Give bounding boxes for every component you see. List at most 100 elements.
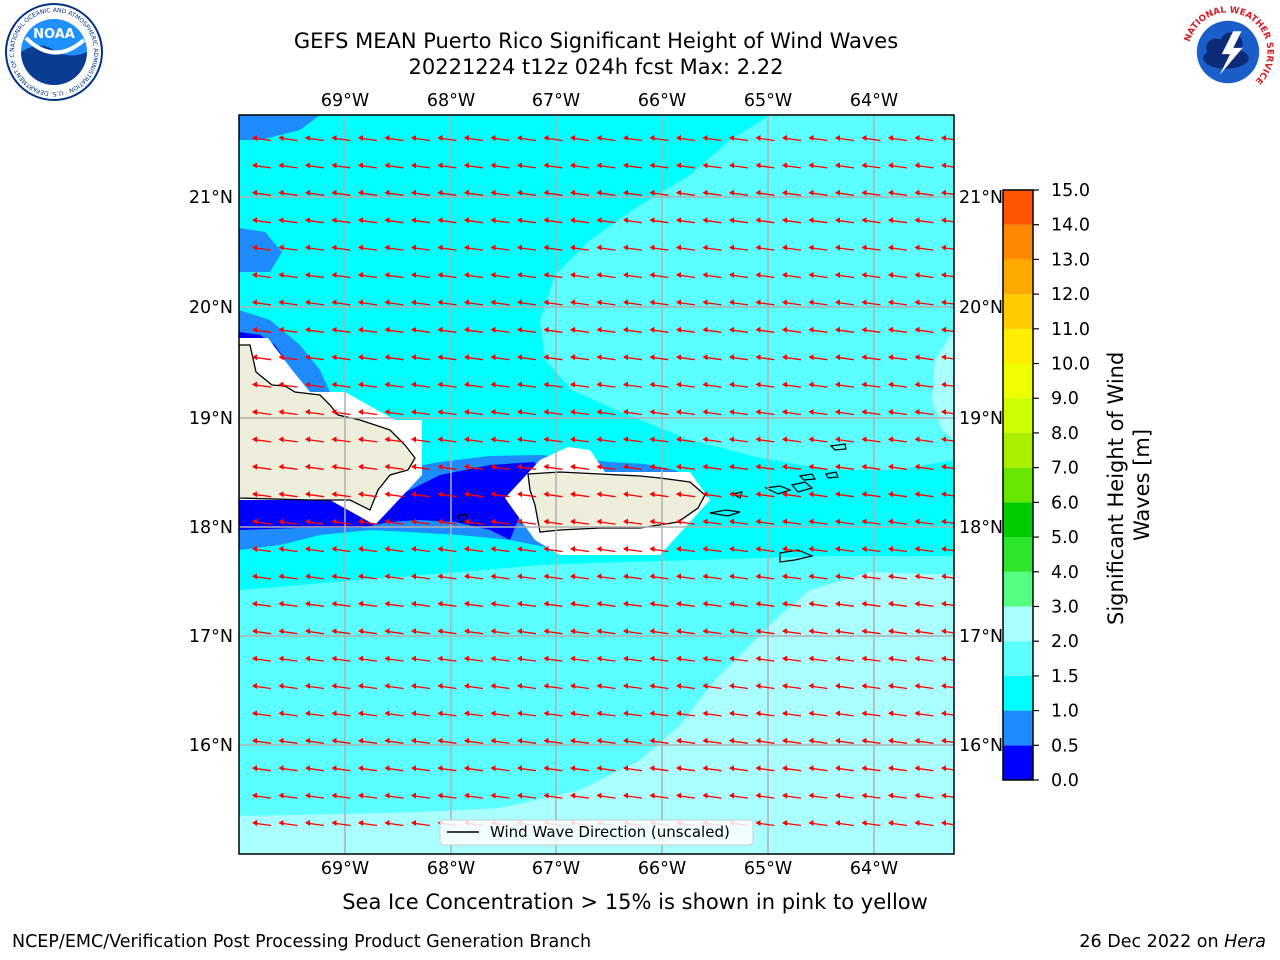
- wave-arrow: [702, 135, 722, 142]
- wave-arrow: [437, 683, 457, 690]
- wave-arrow: [490, 135, 510, 142]
- wave-arrow: [543, 299, 563, 306]
- wave-arrow: [649, 792, 669, 799]
- wave-arrow: [411, 710, 431, 717]
- wave-arrow: [808, 436, 828, 443]
- wave-arrow: [517, 655, 537, 662]
- wave-arrow: [676, 381, 696, 388]
- wave-arrow: [358, 162, 378, 169]
- wave-arrow: [490, 162, 510, 169]
- wave-arrow: [941, 546, 954, 552]
- wave-arrow: [755, 244, 775, 251]
- wave-arrow: [490, 737, 510, 744]
- wave-arrow: [649, 491, 669, 498]
- wave-arrow: [437, 381, 457, 388]
- wave-arrow: [437, 217, 457, 224]
- wave-arrow: [861, 436, 881, 443]
- wave-arrow: [437, 299, 457, 306]
- wave-arrow: [358, 546, 378, 553]
- wave-arrow: [702, 244, 722, 251]
- wave-arrow: [411, 600, 431, 607]
- wave-arrow: [649, 436, 669, 443]
- wave-arrow: [490, 409, 510, 416]
- wave-arrow: [358, 655, 378, 662]
- wave-arrow: [278, 463, 298, 470]
- wave-arrow: [676, 518, 696, 525]
- wave-arrow: [755, 710, 775, 717]
- wave-arrow: [861, 244, 881, 251]
- wave-arrow: [570, 381, 590, 388]
- wave-arrow: [782, 381, 802, 388]
- wave-arrow: [570, 463, 590, 470]
- wave-arrow: [543, 710, 563, 717]
- wave-arrow: [464, 683, 484, 690]
- wave-arrow: [411, 217, 431, 224]
- map-subtitle: 20221224 t12z 024h fcst Max: 2.22: [408, 55, 784, 79]
- wave-arrow: [861, 683, 881, 690]
- wave-arrow: [331, 409, 351, 416]
- wave-arrow: [649, 162, 669, 169]
- wave-arrow: [252, 135, 272, 142]
- wave-arrow: [729, 299, 749, 306]
- wave-arrow: [861, 135, 881, 142]
- wave-arrow: [623, 189, 643, 196]
- wave-arrow: [252, 628, 272, 635]
- wave-arrow: [835, 189, 855, 196]
- wave-arrow: [358, 792, 378, 799]
- wave-arrow: [835, 628, 855, 635]
- wave-arrow: [411, 189, 431, 196]
- wave-arrow: [782, 765, 802, 772]
- wave-arrow: [252, 683, 272, 690]
- sea-ice-caption: Sea Ice Concentration > 15% is shown in …: [342, 890, 928, 914]
- wave-arrow: [861, 381, 881, 388]
- wave-arrow: [464, 655, 484, 662]
- wave-arrow: [543, 546, 563, 553]
- wave-arrow: [437, 135, 457, 142]
- wave-arrow: [914, 820, 934, 827]
- wave-arrow: [464, 217, 484, 224]
- wave-arrow: [252, 436, 272, 443]
- wave-arrow: [464, 573, 484, 580]
- wave-arrow: [570, 436, 590, 443]
- wave-arrow: [411, 628, 431, 635]
- wave-arrow: [782, 162, 802, 169]
- wave-arrow: [596, 683, 616, 690]
- wave-arrow: [384, 272, 404, 279]
- lat-label-left: 21°N: [189, 188, 233, 208]
- wave-arrow: [914, 628, 934, 635]
- wave-arrow: [278, 189, 298, 196]
- wave-arrow: [305, 381, 325, 388]
- contour-fill: [239, 115, 954, 854]
- wave-arrow: [464, 162, 484, 169]
- wave-arrow: [331, 162, 351, 169]
- lat-label-left: 17°N: [189, 627, 233, 647]
- wave-arrow: [888, 573, 908, 580]
- wave-arrow: [729, 600, 749, 607]
- wave-arrow: [384, 737, 404, 744]
- wave-arrow: [914, 710, 934, 717]
- wave-arrow: [782, 710, 802, 717]
- wave-arrow: [278, 655, 298, 662]
- colorbar-tick-label: 13.0: [1051, 250, 1090, 270]
- map-frame: [238, 114, 955, 855]
- colorbar-tick-label: 9.0: [1051, 389, 1079, 409]
- wave-arrow: [623, 162, 643, 169]
- wave-arrow: [623, 354, 643, 361]
- colorbar-segment: [1003, 224, 1033, 260]
- wave-arrow: [623, 628, 643, 635]
- wave-arrow: [782, 326, 802, 333]
- wave-arrow: [914, 546, 934, 553]
- wave-arrow: [543, 463, 563, 470]
- wave-arrow: [278, 162, 298, 169]
- wave-arrow: [676, 299, 696, 306]
- wave-arrow: [861, 518, 881, 525]
- wave-arrow: [517, 710, 537, 717]
- wave-arrow: [543, 162, 563, 169]
- wave-arrow: [490, 436, 510, 443]
- wave-arrow: [914, 518, 934, 525]
- lat-label-right: 16°N: [959, 736, 1003, 756]
- wave-arrow: [729, 135, 749, 142]
- wave-arrow: [835, 491, 855, 498]
- wave-arrow: [676, 354, 696, 361]
- wave-arrow: [411, 655, 431, 662]
